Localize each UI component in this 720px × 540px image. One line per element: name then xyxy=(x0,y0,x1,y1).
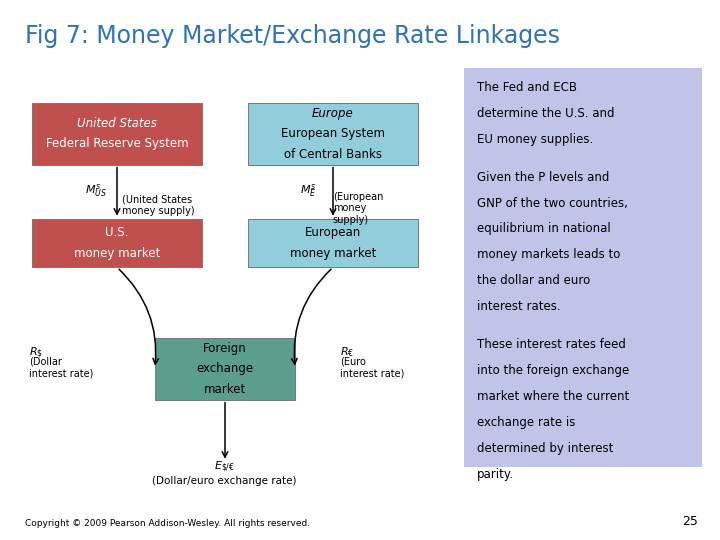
Text: (Euro
interest rate): (Euro interest rate) xyxy=(340,356,404,378)
Text: exchange rate is: exchange rate is xyxy=(477,416,576,429)
Text: These interest rates feed: These interest rates feed xyxy=(477,338,626,351)
Text: money markets leads to: money markets leads to xyxy=(477,248,621,261)
Text: Fig 7: Money Market/Exchange Rate Linkages: Fig 7: Money Market/Exchange Rate Linkag… xyxy=(25,24,560,48)
Text: 25: 25 xyxy=(683,515,698,528)
FancyBboxPatch shape xyxy=(464,68,702,467)
Text: money market: money market xyxy=(290,247,376,260)
Text: The Fed and ECB: The Fed and ECB xyxy=(477,81,577,94)
Text: United States: United States xyxy=(77,117,157,130)
Text: $M^s_{US}$: $M^s_{US}$ xyxy=(84,181,107,199)
Text: determined by interest: determined by interest xyxy=(477,442,613,455)
Text: parity.: parity. xyxy=(477,468,514,481)
Text: $R_€$: $R_€$ xyxy=(340,346,354,360)
Text: $R_{\$}$: $R_{\$}$ xyxy=(29,346,42,361)
FancyBboxPatch shape xyxy=(32,219,202,267)
Text: exchange: exchange xyxy=(197,362,253,375)
Text: (Dollar/euro exchange rate): (Dollar/euro exchange rate) xyxy=(153,476,297,487)
Text: determine the U.S. and: determine the U.S. and xyxy=(477,107,615,120)
Text: Federal Reserve System: Federal Reserve System xyxy=(45,137,189,151)
Text: Given the P levels and: Given the P levels and xyxy=(477,171,610,184)
Text: money market: money market xyxy=(74,247,160,260)
FancyBboxPatch shape xyxy=(32,103,202,165)
Text: market: market xyxy=(204,382,246,396)
Text: Europe: Europe xyxy=(312,106,354,120)
Text: equilibrium in national: equilibrium in national xyxy=(477,222,611,235)
Text: $E_{\$/€}$: $E_{\$/€}$ xyxy=(214,460,235,476)
Text: (European
money
supply): (European money supply) xyxy=(333,192,383,225)
Text: Copyright © 2009 Pearson Addison-Wesley. All rights reserved.: Copyright © 2009 Pearson Addison-Wesley.… xyxy=(25,519,310,528)
Text: European: European xyxy=(305,226,361,239)
Text: market where the current: market where the current xyxy=(477,390,629,403)
FancyBboxPatch shape xyxy=(155,338,295,400)
FancyBboxPatch shape xyxy=(248,219,418,267)
Text: (United States
money supply): (United States money supply) xyxy=(122,194,195,216)
Text: European System: European System xyxy=(281,127,385,140)
Text: GNP of the two countries,: GNP of the two countries, xyxy=(477,197,629,210)
Text: U.S.: U.S. xyxy=(105,226,129,239)
Text: into the foreign exchange: into the foreign exchange xyxy=(477,364,629,377)
Text: the dollar and euro: the dollar and euro xyxy=(477,274,590,287)
Text: EU money supplies.: EU money supplies. xyxy=(477,133,593,146)
Text: Foreign: Foreign xyxy=(203,341,247,355)
Text: of Central Banks: of Central Banks xyxy=(284,147,382,161)
Text: interest rates.: interest rates. xyxy=(477,300,561,313)
Text: (Dollar
interest rate): (Dollar interest rate) xyxy=(29,356,93,378)
FancyBboxPatch shape xyxy=(248,103,418,165)
Text: $M^s_E$: $M^s_E$ xyxy=(300,181,317,199)
